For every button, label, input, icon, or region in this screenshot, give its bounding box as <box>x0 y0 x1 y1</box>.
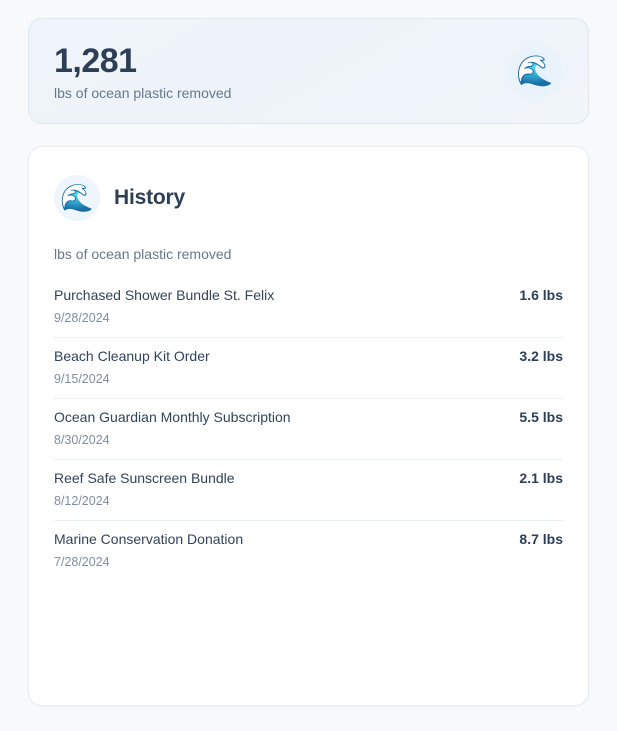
list-item-title: Beach Cleanup Kit Order <box>54 348 210 364</box>
list-item[interactable]: Reef Safe Sunscreen Bundle 2.1 lbs 8/12/… <box>54 460 563 521</box>
list-item-amount: 1.6 lbs <box>519 287 563 303</box>
list-item-title: Marine Conservation Donation <box>54 531 244 547</box>
list-item-date: 9/28/2024 <box>54 311 110 325</box>
list-item[interactable]: Purchased Shower Bundle St. Felix 1.6 lb… <box>54 277 563 338</box>
impact-total-label: lbs of ocean plastic removed <box>54 85 232 101</box>
list-item-title: Purchased Shower Bundle St. Felix <box>54 287 275 303</box>
wave-icon-badge: 🌊 <box>504 41 566 103</box>
list-item-title: Ocean Guardian Monthly Subscription <box>54 409 291 425</box>
history-header: 🌊 History <box>54 175 563 221</box>
list-item-top: Purchased Shower Bundle St. Felix 1.6 lb… <box>54 286 563 305</box>
list-item-amount: 2.1 lbs <box>519 470 563 486</box>
list-item-date: 8/30/2024 <box>54 433 110 447</box>
impact-total-value: 1,281 <box>54 42 137 80</box>
list-item-top: Beach Cleanup Kit Order 3.2 lbs <box>54 347 563 366</box>
list-item-date: 7/28/2024 <box>54 555 110 569</box>
list-item-top: Ocean Guardian Monthly Subscription 5.5 … <box>54 408 563 427</box>
list-item[interactable]: Beach Cleanup Kit Order 3.2 lbs 9/15/202… <box>54 338 563 399</box>
impact-stat-card: 1,281 lbs of ocean plastic removed 🌊 <box>28 18 589 124</box>
list-item-date: 9/15/2024 <box>54 372 110 386</box>
list-item-top: Reef Safe Sunscreen Bundle 2.1 lbs <box>54 469 563 488</box>
history-card: 🌊 History lbs of ocean plastic removed P… <box>28 146 589 706</box>
history-subtitle: lbs of ocean plastic removed <box>54 246 232 262</box>
list-item[interactable]: Marine Conservation Donation 8.7 lbs 7/2… <box>54 521 563 581</box>
list-item-amount: 5.5 lbs <box>519 409 563 425</box>
list-item-date: 8/12/2024 <box>54 494 110 508</box>
list-item[interactable]: Ocean Guardian Monthly Subscription 5.5 … <box>54 399 563 460</box>
list-item-top: Marine Conservation Donation 8.7 lbs <box>54 530 563 549</box>
list-item-title: Reef Safe Sunscreen Bundle <box>54 470 235 486</box>
list-item-amount: 8.7 lbs <box>519 531 563 547</box>
history-title: History <box>114 186 185 209</box>
history-wave-icon-badge: 🌊 <box>54 175 100 221</box>
wave-icon: 🌊 <box>516 54 554 89</box>
wave-icon: 🌊 <box>60 182 94 214</box>
history-list: Purchased Shower Bundle St. Felix 1.6 lb… <box>54 277 563 581</box>
list-item-amount: 3.2 lbs <box>519 348 563 364</box>
